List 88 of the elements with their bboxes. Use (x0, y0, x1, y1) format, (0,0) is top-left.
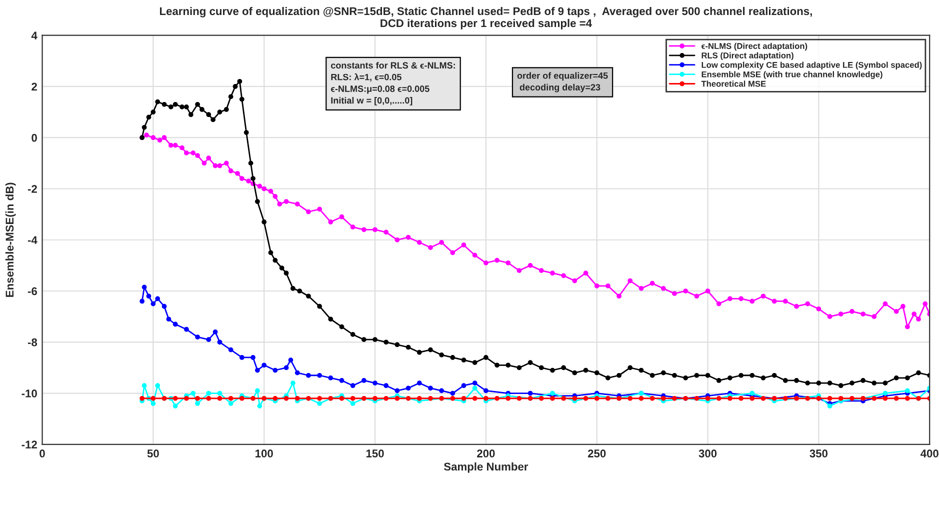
point (294, 370, 300, 376)
y-tick-label: 4 (31, 32, 38, 40)
point (406, 386, 411, 391)
point (290, 380, 296, 386)
point (262, 362, 267, 368)
y-axis-title: Ensemble-MSE(in dB) (5, 182, 16, 297)
annotation: constants for RLS & ϵ-NLMS: RLS: λ=1, ϵ=0.05 ϵ-NLMS:μ=0.08 ϵ=0.005 Initial w = [0,0,.....0] (331, 62, 455, 106)
point (272, 368, 278, 373)
point (484, 388, 488, 394)
x-axis-title: Sample Number (444, 462, 528, 473)
point (217, 340, 222, 345)
y-tick-label: 0 (32, 134, 37, 142)
y-tick-label: -2 (28, 185, 37, 193)
point (317, 372, 322, 378)
point (184, 326, 189, 332)
point (416, 380, 422, 386)
point (146, 294, 152, 299)
point (228, 401, 234, 406)
point (228, 347, 234, 352)
point (350, 401, 356, 406)
point (250, 355, 256, 360)
point (472, 386, 478, 391)
point (142, 284, 147, 290)
x-tick-label: 150 (366, 450, 384, 458)
point (155, 296, 160, 302)
point (750, 390, 755, 396)
point (339, 378, 344, 383)
point (288, 358, 294, 362)
point (255, 388, 260, 394)
chart-title: Learning curve of equalization @SNR=15dB, Static Channel used= PedB of 9 taps , Averaged over 500 channel realizations, DCD iterations per 1 received sample =4 (160, 6, 812, 30)
point (140, 298, 145, 304)
point (428, 386, 433, 391)
point (394, 388, 400, 394)
point (190, 390, 196, 396)
x-tick-label: 100 (256, 450, 273, 458)
point (150, 301, 156, 306)
x-tick-label: 50 (147, 450, 159, 458)
point (284, 365, 289, 370)
point (195, 401, 200, 406)
point (904, 388, 910, 394)
point (172, 322, 178, 327)
x-tick-label: 250 (588, 450, 606, 458)
y-tick-label: -4 (28, 236, 38, 244)
point (257, 404, 262, 408)
point (528, 390, 533, 396)
y-tick-label: -6 (28, 287, 37, 296)
x-tick-label: 200 (477, 450, 495, 458)
point (162, 304, 167, 309)
point (255, 368, 260, 373)
x-tick-label: 400 (920, 450, 938, 458)
legend-label: Low complexity CE based adaptive LE (Symbol spaced) (702, 62, 922, 70)
point (155, 383, 160, 388)
annotation: order of equalizer=45 decoding delay=23 (517, 72, 608, 92)
point (350, 383, 356, 388)
point (550, 390, 555, 396)
point (439, 388, 444, 394)
legend-label: RLS (Direct adaptation) (702, 52, 794, 60)
point (450, 390, 456, 396)
x-tick-label: 0 (40, 450, 45, 458)
x-tick-label: 350 (810, 450, 828, 458)
point (882, 390, 888, 396)
point (206, 337, 212, 342)
point (206, 390, 212, 396)
point (827, 404, 832, 408)
y-tick-label: 2 (32, 82, 37, 91)
point (384, 383, 389, 388)
point (361, 378, 366, 383)
point (306, 372, 311, 378)
y-tick-label: -12 (22, 440, 37, 448)
legend-label: Ensemble MSE (with true channel knowledge) (702, 71, 882, 79)
point (328, 376, 334, 380)
point (166, 316, 172, 322)
point (461, 383, 466, 388)
point (239, 355, 244, 360)
point (217, 390, 222, 396)
point (472, 380, 478, 386)
y-tick-label: -10 (22, 390, 37, 398)
legend-label: Theoretical MSE (701, 80, 766, 87)
point (317, 401, 322, 406)
point (172, 404, 178, 408)
legend-label: ϵ-NLMS (Direct adaptation) (702, 42, 808, 51)
x-tick-label: 300 (698, 450, 717, 458)
point (142, 383, 147, 388)
point (372, 380, 378, 386)
point (195, 334, 200, 340)
y-tick-label: -8 (28, 338, 38, 346)
point (212, 329, 218, 334)
point (150, 401, 156, 406)
